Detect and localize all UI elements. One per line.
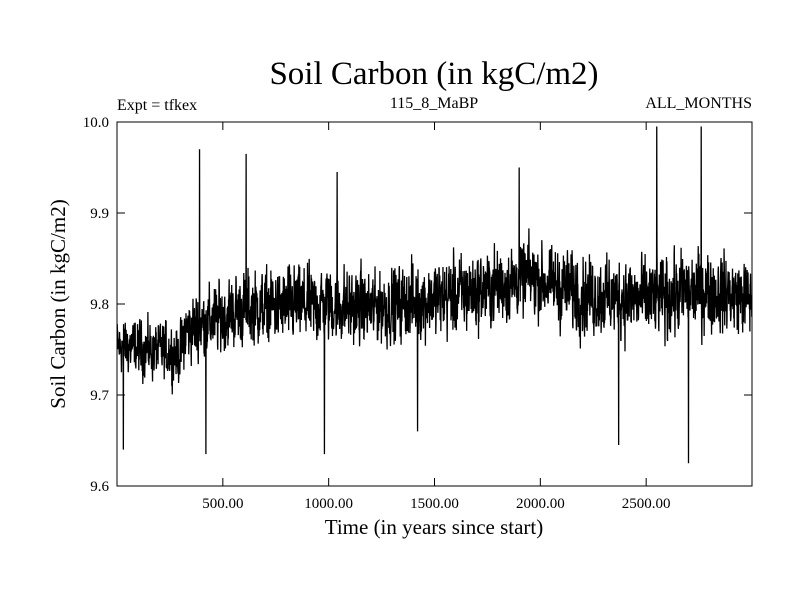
- x-tick-label: 500.00: [202, 496, 243, 512]
- y-tick-label: 9.7: [90, 388, 109, 404]
- y-tick-label: 10.0: [83, 115, 109, 131]
- x-tick-label: 2500.00: [622, 496, 671, 512]
- x-axis-label: Time (in years since start): [325, 515, 544, 539]
- series-line: [117, 126, 752, 464]
- x-axis: 500.00 1000.00 1500.00 2000.00 2500.00: [202, 122, 671, 512]
- y-axis: 9.6 9.7 9.8 9.9 10.0: [83, 115, 752, 495]
- subtitle-left: Expt = tfkex: [117, 97, 197, 114]
- plot-area: [117, 126, 752, 464]
- x-tick-label: 2000.00: [516, 496, 565, 512]
- subtitle-right: ALL_MONTHS: [645, 95, 752, 112]
- y-axis-label: Soil Carbon (in kgC/m2): [46, 199, 70, 408]
- x-tick-label: 1500.00: [410, 496, 459, 512]
- y-tick-label: 9.9: [90, 206, 109, 222]
- subtitle-center: 115_8_MaBP: [390, 95, 478, 112]
- y-tick-label: 9.8: [90, 297, 109, 313]
- chart-title: Soil Carbon (in kgC/m2): [269, 56, 598, 92]
- x-tick-label: 1000.00: [304, 496, 353, 512]
- y-tick-label: 9.6: [90, 479, 109, 495]
